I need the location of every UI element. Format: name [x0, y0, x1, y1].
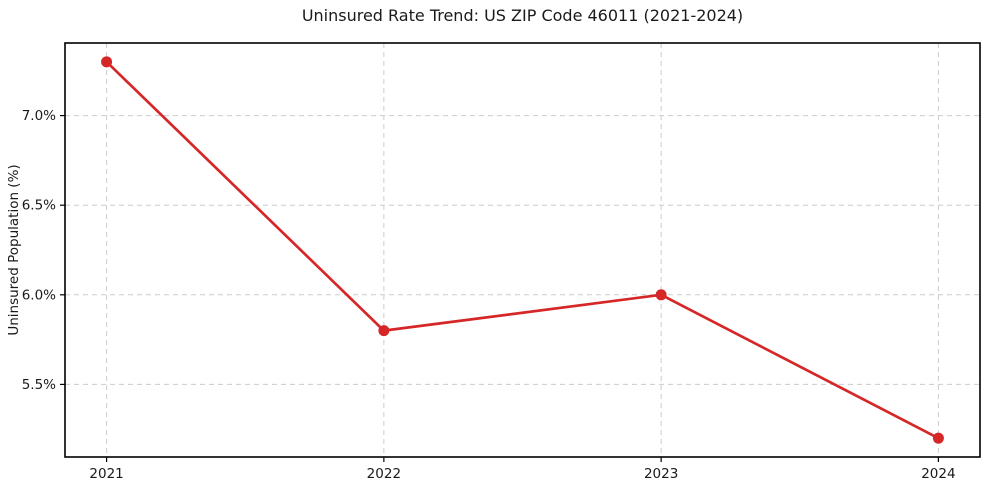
y-tick-label: 6.5%	[22, 198, 56, 214]
x-tick-label: 2024	[921, 466, 955, 482]
chart-title: Uninsured Rate Trend: US ZIP Code 46011 …	[301, 6, 744, 25]
y-tick-label: 6.0%	[22, 287, 56, 303]
y-tick-label: 7.0%	[22, 108, 56, 124]
y-tick-label: 5.5%	[22, 377, 56, 393]
data-point-marker	[378, 325, 390, 337]
x-tick-label: 2022	[367, 466, 401, 482]
x-tick-label: 2023	[644, 466, 678, 482]
trend-line	[105, 60, 940, 440]
data-point-marker	[655, 289, 667, 301]
x-tick-label: 2021	[89, 466, 123, 482]
data-point-marker	[932, 432, 944, 444]
plot-border	[64, 42, 981, 458]
data-point-marker	[101, 56, 113, 68]
